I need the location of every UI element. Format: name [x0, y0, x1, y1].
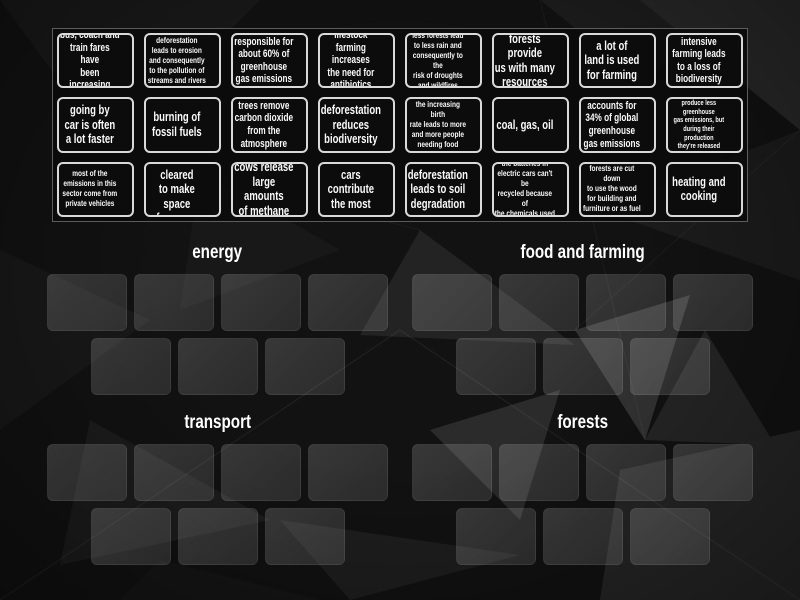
drop-slot[interactable] — [177, 508, 258, 565]
drop-slot[interactable] — [586, 444, 666, 501]
word-tile[interactable]: heating and cooking — [666, 161, 743, 217]
tile-text: forests are cut down to use the wood for… — [583, 163, 642, 214]
tile-text: lifestock farming increases the need for… — [327, 33, 375, 89]
tile-text: the increasing birth rate leads to more … — [410, 99, 467, 149]
slot-row — [47, 274, 388, 331]
tile-text: trees remove carbon dioxide from the atm… — [234, 99, 294, 150]
drop-slot[interactable] — [412, 274, 492, 331]
drop-slot[interactable] — [542, 338, 623, 395]
drop-slot[interactable] — [134, 444, 214, 501]
drop-slot[interactable] — [47, 444, 127, 501]
word-tile[interactable]: responsible for about 60% of greenhouse … — [231, 33, 308, 89]
tile-text: responsible for about 60% of greenhouse … — [234, 35, 294, 86]
tile-text: heating and cooking — [672, 174, 726, 204]
slot-row — [412, 338, 753, 395]
drop-slot[interactable] — [308, 274, 388, 331]
tile-tray: bus, coach and train fares have been inc… — [52, 28, 748, 222]
tile-text: accounts for 34% of global greenhouse ga… — [583, 99, 641, 150]
drop-slot[interactable] — [629, 338, 710, 395]
group-energy: energy — [47, 240, 388, 402]
slot-row — [412, 274, 753, 331]
tile-text: burning of fossil fuels — [152, 110, 202, 139]
drop-slot[interactable] — [499, 274, 579, 331]
drop-slot[interactable] — [264, 508, 345, 565]
group-title: forests — [557, 412, 608, 433]
word-tile[interactable]: deforestation reduces biodiversity — [318, 97, 395, 153]
slot-row — [47, 508, 388, 565]
drop-slot[interactable] — [455, 338, 536, 395]
word-tile[interactable]: cows release large amounts of methane — [231, 161, 308, 217]
drop-slot[interactable] — [90, 508, 171, 565]
tile-text: cars contribute the most — [327, 167, 375, 211]
tile-text: cows release large amounts of methane — [234, 161, 294, 217]
tile-text: going by car is often a lot faster — [64, 103, 116, 147]
drop-slot[interactable] — [221, 274, 301, 331]
word-tile[interactable]: trees remove carbon dioxide from the atm… — [231, 97, 308, 153]
tile-text: deforestation reduces biodiversity — [321, 103, 382, 147]
tile-text: coal, gas, oil — [496, 117, 554, 132]
word-tile[interactable]: deforestation leads to soil degradation — [405, 161, 482, 217]
word-tile[interactable]: a lot of land is used for farming — [579, 33, 656, 89]
drop-slot[interactable] — [586, 274, 666, 331]
word-tile[interactable]: bus, coach and train fares have been inc… — [57, 33, 134, 89]
tile-text: forests provide us with many resources — [495, 33, 556, 89]
tile-text: most of the emissions in this sector com… — [62, 168, 118, 209]
tile-text: intensive farming leads to a loss of bio… — [672, 35, 726, 86]
tile-text: bus, coach and train fares have been inc… — [60, 33, 121, 89]
slot-row — [47, 338, 388, 395]
drop-slot[interactable] — [412, 444, 492, 501]
drop-slot[interactable] — [455, 508, 536, 565]
group-food-and-farming: food and farming — [412, 240, 753, 402]
group-transport: transport — [47, 410, 388, 572]
drop-slot[interactable] — [673, 274, 753, 331]
word-tile[interactable]: accounts for 34% of global greenhouse ga… — [579, 97, 656, 153]
group-title: transport — [184, 412, 251, 433]
group-title: food and farming — [520, 242, 645, 263]
drop-slot[interactable] — [134, 274, 214, 331]
word-tile[interactable]: lifestock farming increases the need for… — [318, 33, 395, 89]
tile-text: deforestation leads to soil degradation — [408, 167, 469, 211]
tile-text: less forests lead to less rain and conse… — [412, 33, 464, 89]
word-tile[interactable]: coal, gas, oil — [492, 97, 569, 153]
drop-slot[interactable] — [90, 338, 171, 395]
slot-row — [412, 444, 753, 501]
tile-text: land is cleared to make space for crops — [157, 164, 198, 215]
drop-slot[interactable] — [221, 444, 301, 501]
word-tile[interactable]: deforestation leads to erosion and conse… — [144, 33, 221, 89]
drop-slot[interactable] — [629, 508, 710, 565]
drop-slot[interactable] — [308, 444, 388, 501]
drop-slot[interactable] — [542, 508, 623, 565]
tile-text: electric vehicles produce less greenhous… — [672, 98, 726, 151]
group-forests: forests — [412, 410, 753, 572]
tile-text: the batteries in electric cars can't be … — [495, 161, 556, 217]
word-tile[interactable]: the batteries in electric cars can't be … — [492, 161, 569, 217]
slot-row — [412, 508, 753, 565]
word-tile[interactable]: land is cleared to make space for crops — [144, 161, 221, 217]
tile-text: deforestation leads to erosion and conse… — [148, 34, 207, 85]
word-tile[interactable]: electric vehicles produce less greenhous… — [666, 97, 743, 153]
word-tile[interactable]: forests are cut down to use the wood for… — [579, 161, 656, 217]
word-tile[interactable]: going by car is often a lot faster — [57, 97, 134, 153]
drop-slot[interactable] — [264, 338, 345, 395]
slot-row — [47, 444, 388, 501]
word-tile[interactable]: burning of fossil fuels — [144, 97, 221, 153]
drop-slot[interactable] — [47, 274, 127, 331]
drop-slot[interactable] — [499, 444, 579, 501]
drop-slot[interactable] — [673, 444, 753, 501]
word-tile[interactable]: the increasing birth rate leads to more … — [405, 97, 482, 153]
word-tile[interactable]: forests provide us with many resources — [492, 33, 569, 89]
word-tile[interactable]: less forests lead to less rain and conse… — [405, 33, 482, 89]
word-tile[interactable]: most of the emissions in this sector com… — [57, 161, 134, 217]
word-tile[interactable]: cars contribute the most — [318, 161, 395, 217]
drop-slot[interactable] — [177, 338, 258, 395]
word-tile[interactable]: intensive farming leads to a loss of bio… — [666, 33, 743, 89]
group-title: energy — [192, 242, 243, 263]
tile-text: a lot of land is used for farming — [584, 38, 640, 82]
